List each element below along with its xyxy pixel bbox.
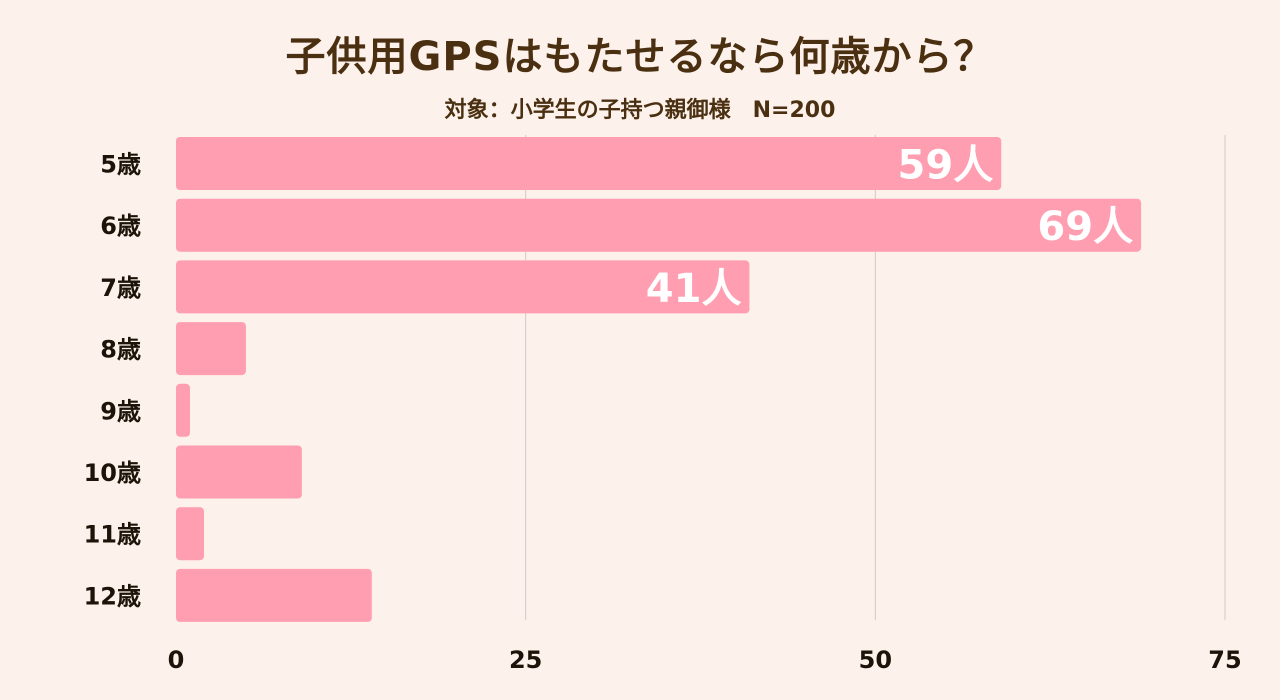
x-tick-label: 75 (1208, 646, 1241, 674)
data-label: 41人 (646, 266, 742, 312)
x-tick-label: 0 (168, 646, 185, 674)
data-label: 59人 (898, 143, 994, 189)
category-labels: 5歳 6歳 7歳 8歳 9歳 10歳 11歳 12歳 (84, 151, 141, 611)
x-tick-label: 25 (509, 646, 542, 674)
bar (176, 383, 190, 437)
bar (176, 260, 750, 314)
category-label: 9歳 (100, 397, 141, 425)
bar (176, 137, 1002, 190)
category-label: 10歳 (84, 459, 141, 487)
data-labels: 59人 69人 41人 (646, 143, 1133, 312)
category-label: 7歳 (100, 274, 141, 302)
chart-title: 子供用GPSはもたせるなら何歳から？ (285, 34, 995, 80)
bar (176, 322, 246, 376)
category-label: 8歳 (100, 336, 141, 364)
bar (176, 507, 204, 561)
bar (176, 568, 372, 622)
bar (176, 198, 1142, 252)
category-label: 12歳 (84, 582, 141, 610)
category-label: 11歳 (84, 521, 141, 549)
chart-subtitle: 対象：小学生の子持つ親御様 N=200 (444, 98, 836, 123)
category-label: 6歳 (100, 212, 141, 240)
x-tick-label: 50 (859, 646, 892, 674)
category-label: 5歳 (100, 151, 141, 179)
bars (176, 137, 1142, 622)
x-axis-tick-labels: 0 25 50 75 (168, 646, 1242, 674)
bar (176, 445, 302, 499)
data-label: 69人 (1037, 204, 1133, 250)
